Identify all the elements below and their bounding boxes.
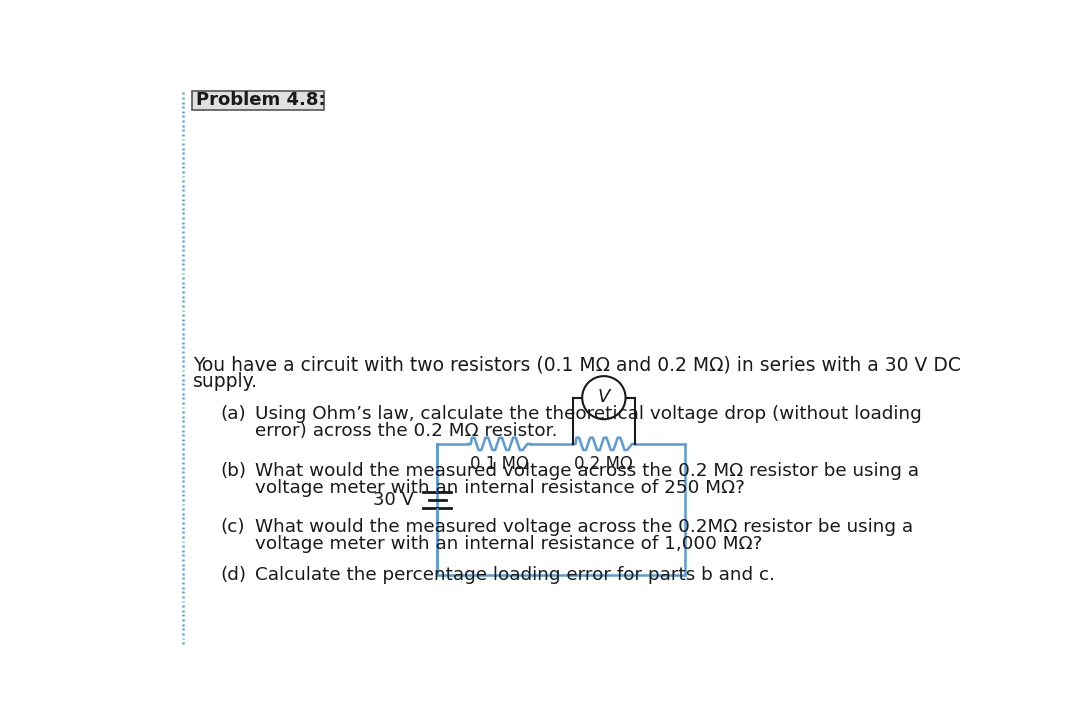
Text: 0.2 MΩ: 0.2 MΩ bbox=[575, 455, 633, 472]
Text: (a): (a) bbox=[220, 405, 246, 424]
FancyBboxPatch shape bbox=[192, 91, 324, 110]
Text: supply.: supply. bbox=[193, 372, 258, 391]
Text: voltage meter with an internal resistance of 1,000 MΩ?: voltage meter with an internal resistanc… bbox=[255, 535, 762, 553]
Text: You have a circuit with two resistors (0.1 MΩ and 0.2 MΩ) in series with a 30 V : You have a circuit with two resistors (0… bbox=[193, 355, 961, 374]
Text: Problem 4.8:: Problem 4.8: bbox=[197, 92, 326, 109]
Text: (b): (b) bbox=[220, 462, 246, 480]
Text: 30 V: 30 V bbox=[373, 491, 414, 509]
Text: What would the measured voltage across the 0.2MΩ resistor be using a: What would the measured voltage across t… bbox=[255, 518, 914, 536]
Text: error) across the 0.2 MΩ resistor.: error) across the 0.2 MΩ resistor. bbox=[255, 422, 557, 440]
Text: (c): (c) bbox=[220, 518, 245, 536]
Text: What would the measured voltage across the 0.2 MΩ resistor be using a: What would the measured voltage across t… bbox=[255, 462, 919, 480]
Text: V: V bbox=[597, 388, 610, 406]
Text: Using Ohm’s law, calculate the theoretical voltage drop (without loading: Using Ohm’s law, calculate the theoretic… bbox=[255, 405, 922, 424]
Text: 0.1 MΩ: 0.1 MΩ bbox=[470, 455, 528, 472]
Text: Calculate the percentage loading error for parts b and c.: Calculate the percentage loading error f… bbox=[255, 566, 775, 585]
Text: voltage meter with an internal resistance of 250 MΩ?: voltage meter with an internal resistanc… bbox=[255, 478, 745, 496]
Text: (d): (d) bbox=[220, 566, 246, 585]
